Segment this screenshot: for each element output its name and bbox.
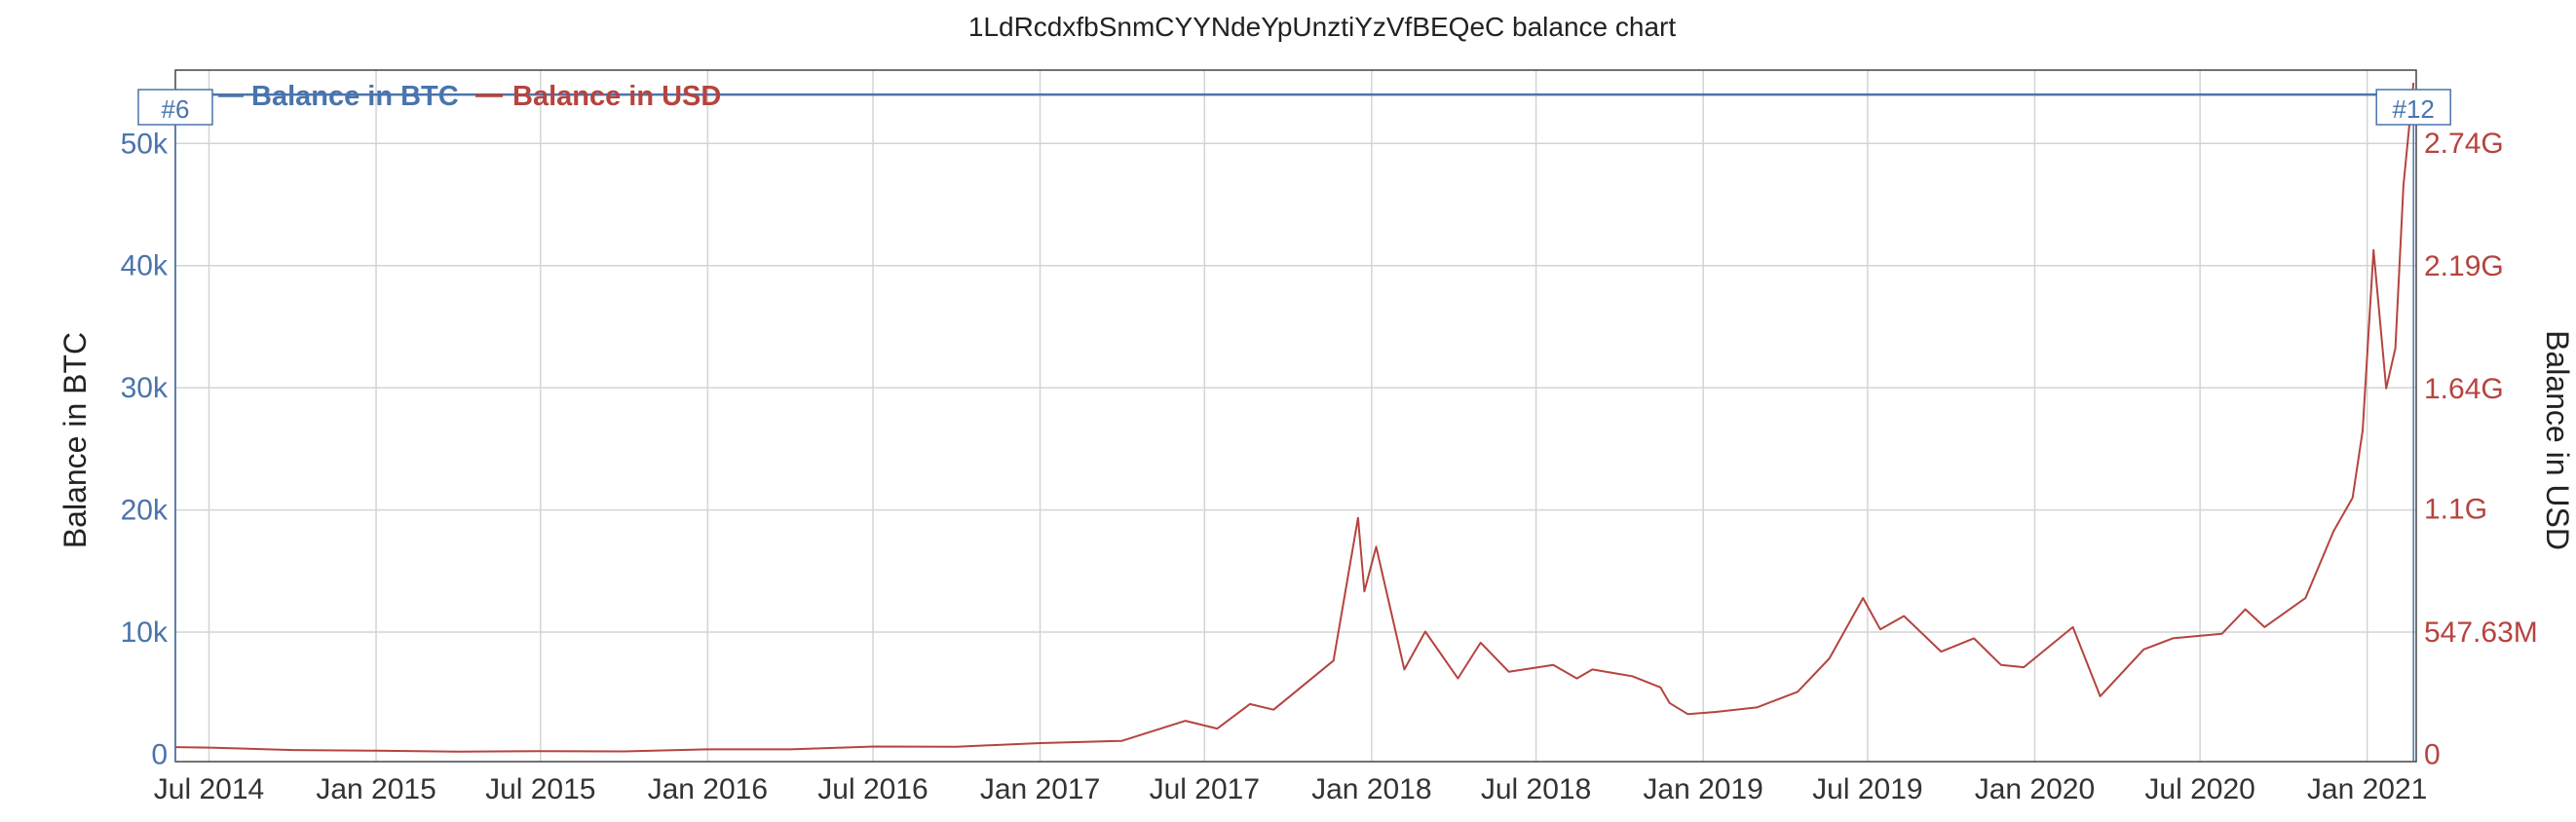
x-tick-label: Jan 2021 — [2307, 773, 2427, 805]
y2-tick-label: 1.1G — [2424, 494, 2487, 526]
x-tick-label: Jan 2015 — [316, 773, 436, 805]
y-axis-title: Balance in BTC — [57, 332, 93, 548]
x-tick-label: Jul 2017 — [1150, 773, 1260, 805]
x-tick-label: Jan 2019 — [1643, 773, 1762, 805]
chart-title: 1LdRcdxfbSnmCYYNdeYpUnztiYzVfBEQeC balan… — [968, 12, 1676, 42]
y2-tick-label: 547.63M — [2424, 616, 2538, 649]
x-axis-ticks: Jul 2014 Jan 2015 Jul 2015 Jan 2016 Jul 2016… — [154, 773, 2428, 805]
y2-axis-title: Balance in USD — [2540, 330, 2575, 550]
x-tick-label: Jan 2017 — [980, 773, 1100, 805]
x-tick-label: Jul 2018 — [1481, 773, 1591, 805]
x-tick-label: Jul 2016 — [817, 773, 928, 805]
y2-tick-label: 2.74G — [2424, 128, 2504, 160]
y-tick-label: 0 — [151, 738, 168, 770]
x-tick-label: Jan 2018 — [1311, 773, 1431, 805]
legend-btc-label[interactable]: Balance in BTC — [251, 81, 459, 112]
usd-series-line — [174, 82, 2415, 753]
y-tick-label: 50k — [121, 128, 169, 160]
event-markers: #6 #12 — [137, 89, 2451, 762]
x-tick-label: Jul 2020 — [2144, 773, 2254, 805]
x-tick-label: Jan 2016 — [648, 773, 768, 805]
y-tick-label: 40k — [121, 250, 169, 282]
y2-axis-ticks: 0 547.63M 1.1G 1.64G 2.19G 2.74G — [2424, 128, 2538, 771]
legend-usd-label[interactable]: Balance in USD — [512, 81, 721, 112]
y-tick-label: 20k — [121, 495, 169, 527]
marker-box — [2375, 89, 2451, 126]
legend[interactable]: Balance in BTC Balance in USD — [218, 81, 721, 112]
y-tick-label: 10k — [121, 616, 169, 649]
marker-flag[interactable]: #6 — [137, 89, 213, 126]
marker-box — [137, 89, 213, 126]
y2-tick-label: 0 — [2424, 738, 2441, 770]
marker-flag[interactable]: #12 — [2375, 89, 2451, 126]
marker-label: #12 — [2393, 94, 2435, 124]
x-tick-label: Jan 2020 — [1975, 773, 2095, 805]
y-tick-label: 30k — [121, 372, 169, 404]
plot-area-border — [174, 69, 2417, 763]
x-tick-label: Jul 2015 — [485, 773, 595, 805]
series-lines — [174, 82, 2415, 753]
x-tick-label: Jul 2014 — [154, 773, 264, 805]
marker-label: #6 — [162, 94, 190, 124]
y-axis-ticks: 0 10k 20k 30k 40k 50k — [121, 128, 169, 770]
y2-tick-label: 2.19G — [2424, 250, 2504, 282]
y2-tick-label: 1.64G — [2424, 373, 2504, 405]
x-tick-label: Jul 2019 — [1812, 773, 1922, 805]
grid-lines — [175, 70, 2416, 762]
